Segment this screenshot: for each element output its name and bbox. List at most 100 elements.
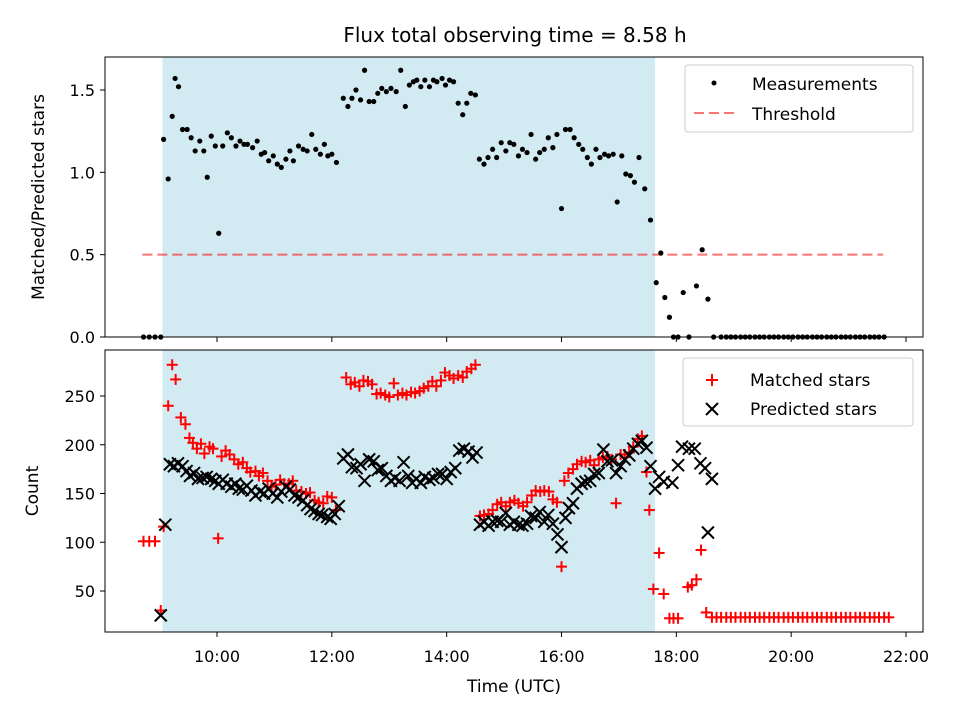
matched-point <box>366 378 378 390</box>
measurement-point <box>485 154 491 161</box>
matched-point <box>179 418 191 430</box>
predicted-point <box>609 466 623 480</box>
matched-point <box>304 487 316 499</box>
predicted-point <box>574 477 589 491</box>
measurement-point <box>340 95 346 101</box>
matched-point <box>162 400 174 412</box>
measurement-point <box>511 141 517 147</box>
matched-point <box>695 544 707 556</box>
measurement-point <box>278 164 284 170</box>
measurement-point <box>515 153 522 159</box>
measurement-point <box>636 154 642 161</box>
measurement-point <box>450 79 457 85</box>
matched-point <box>326 491 338 503</box>
matched-point <box>383 391 395 403</box>
measurement-point <box>262 149 268 156</box>
predicted-point <box>469 445 484 460</box>
predicted-point <box>528 511 543 525</box>
matched-point <box>175 411 187 423</box>
measurement-point <box>519 146 526 152</box>
measurement-point <box>614 199 620 205</box>
xtick-label: 12:00 <box>309 647 355 666</box>
matched-point <box>430 380 442 392</box>
predicted-point <box>362 452 376 467</box>
measurement-point <box>699 247 705 253</box>
predicted-point <box>671 458 685 472</box>
measurement-point <box>442 82 449 88</box>
measurement-point <box>184 126 190 133</box>
measurement-point <box>161 136 167 142</box>
predicted-point <box>687 441 702 456</box>
predicted-point <box>353 457 368 471</box>
measurement-point <box>418 84 424 90</box>
matched-point <box>558 475 570 487</box>
predicted-point <box>701 525 715 540</box>
bottom-ytick-label: 200 <box>64 436 95 455</box>
measurement-point <box>631 179 638 185</box>
top-panel: 0.0 0.5 1.0 1.5 Matched/Predicted stars Mea… <box>29 56 924 347</box>
predicted-point <box>371 463 385 477</box>
bottom-legend-box <box>682 357 914 427</box>
predicted-point <box>414 476 428 490</box>
measurement-point <box>201 148 207 154</box>
matched-point <box>207 443 219 455</box>
predicted-point <box>524 509 538 523</box>
measurement-point <box>254 138 260 144</box>
top-ytick-label: 1.5 <box>70 81 95 100</box>
measurement-point <box>627 173 634 179</box>
predicted-point <box>422 473 437 487</box>
xtick-label: 14:00 <box>424 647 470 666</box>
measurement-point <box>309 131 315 138</box>
measurement-point <box>455 100 461 106</box>
measurement-point <box>175 84 182 90</box>
measurement-point <box>270 153 276 159</box>
predicted-point <box>566 496 580 510</box>
measurement-point <box>304 148 310 154</box>
predicted-point <box>158 517 173 532</box>
bottom-ytick-label: 100 <box>64 533 95 552</box>
measurement-point <box>647 217 654 223</box>
bottom-ytick-label: 50 <box>75 582 95 601</box>
measurement-point <box>329 151 335 157</box>
measurement-point <box>642 186 648 192</box>
predicted-point <box>605 453 619 468</box>
measurement-point <box>653 280 659 286</box>
measurement-point <box>481 161 487 167</box>
measurement-point <box>576 141 582 147</box>
legend-matched-label: Matched stars <box>750 371 870 391</box>
measurement-point <box>179 126 186 133</box>
predicted-point <box>600 454 615 469</box>
predicted-point <box>494 515 508 529</box>
bottom-axes-frame <box>104 349 924 633</box>
predicted-point <box>327 507 342 521</box>
predicted-point <box>375 461 389 475</box>
measurement-point <box>295 143 302 149</box>
measurement-point <box>554 131 560 138</box>
bottom-ytick-label: 150 <box>64 485 95 504</box>
matched-point <box>212 532 224 544</box>
matched-point <box>198 448 210 460</box>
measurement-point <box>528 131 534 138</box>
measurement-point <box>597 154 603 161</box>
measurement-point <box>300 146 306 152</box>
measurement-point <box>584 154 590 161</box>
predicted-point <box>648 481 662 496</box>
measurement-point <box>601 151 608 157</box>
measurement-point <box>426 84 433 90</box>
measurement-point <box>233 143 239 149</box>
measurement-point <box>541 146 547 152</box>
measurement-point <box>224 130 230 136</box>
predicted-point <box>554 540 569 554</box>
matched-point <box>700 606 712 618</box>
predicted-point <box>431 467 445 481</box>
predicted-point <box>401 469 415 483</box>
measurement-point <box>468 90 474 96</box>
measurement-point <box>383 89 389 95</box>
bottom-xticks: 10:00 12:00 14:00 16:00 18:00 20:00 22:00 <box>194 632 929 666</box>
measurement-point <box>216 230 222 236</box>
matched-point <box>317 497 329 509</box>
measurement-point <box>212 143 218 149</box>
predicted-point <box>639 440 654 455</box>
bottom-ytick-label: 250 <box>64 387 95 406</box>
top-xticks <box>216 337 907 342</box>
